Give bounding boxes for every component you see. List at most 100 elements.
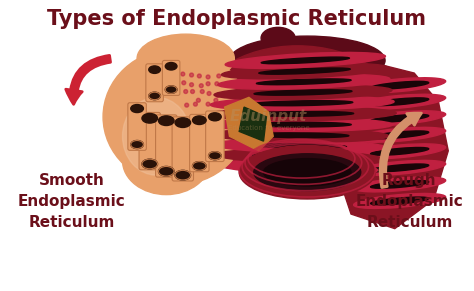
Ellipse shape bbox=[211, 128, 389, 142]
Ellipse shape bbox=[131, 104, 144, 113]
Ellipse shape bbox=[209, 113, 221, 121]
Ellipse shape bbox=[215, 150, 382, 164]
Ellipse shape bbox=[195, 46, 400, 182]
Ellipse shape bbox=[254, 154, 361, 191]
Polygon shape bbox=[239, 107, 266, 141]
Text: Rough
Endoplasmic
Reticulum: Rough Endoplasmic Reticulum bbox=[356, 173, 463, 230]
Ellipse shape bbox=[142, 113, 157, 123]
Ellipse shape bbox=[354, 111, 446, 126]
Ellipse shape bbox=[196, 98, 201, 102]
Ellipse shape bbox=[261, 57, 349, 64]
Ellipse shape bbox=[175, 170, 191, 180]
Ellipse shape bbox=[371, 114, 428, 122]
Ellipse shape bbox=[371, 197, 428, 205]
Ellipse shape bbox=[193, 102, 197, 106]
FancyBboxPatch shape bbox=[146, 64, 164, 102]
FancyBboxPatch shape bbox=[172, 117, 193, 181]
Ellipse shape bbox=[371, 180, 428, 188]
Ellipse shape bbox=[192, 162, 206, 170]
Ellipse shape bbox=[210, 96, 394, 110]
Ellipse shape bbox=[354, 194, 446, 208]
Ellipse shape bbox=[191, 90, 194, 93]
Ellipse shape bbox=[250, 122, 351, 127]
Ellipse shape bbox=[218, 160, 378, 175]
Ellipse shape bbox=[214, 98, 218, 102]
Ellipse shape bbox=[354, 127, 446, 142]
Ellipse shape bbox=[103, 49, 249, 185]
Ellipse shape bbox=[158, 166, 174, 176]
Ellipse shape bbox=[122, 127, 210, 195]
Ellipse shape bbox=[239, 146, 375, 199]
Ellipse shape bbox=[209, 152, 221, 160]
Ellipse shape bbox=[252, 143, 346, 148]
Polygon shape bbox=[327, 63, 448, 229]
Ellipse shape bbox=[216, 93, 220, 97]
Ellipse shape bbox=[354, 78, 446, 93]
Ellipse shape bbox=[354, 160, 446, 175]
Ellipse shape bbox=[197, 74, 201, 78]
Ellipse shape bbox=[165, 63, 177, 70]
Ellipse shape bbox=[206, 82, 210, 86]
Ellipse shape bbox=[184, 90, 188, 93]
FancyArrowPatch shape bbox=[380, 113, 421, 187]
Ellipse shape bbox=[253, 154, 344, 159]
Ellipse shape bbox=[215, 82, 219, 86]
Ellipse shape bbox=[371, 131, 428, 139]
Ellipse shape bbox=[249, 111, 354, 116]
Ellipse shape bbox=[137, 34, 234, 83]
Ellipse shape bbox=[201, 90, 204, 93]
Ellipse shape bbox=[259, 68, 350, 74]
Text: Eduinput: Eduinput bbox=[230, 109, 307, 124]
Ellipse shape bbox=[252, 101, 353, 106]
Ellipse shape bbox=[371, 98, 428, 106]
Ellipse shape bbox=[149, 66, 160, 73]
Ellipse shape bbox=[256, 79, 351, 85]
FancyBboxPatch shape bbox=[139, 112, 160, 170]
Ellipse shape bbox=[200, 84, 203, 88]
FancyBboxPatch shape bbox=[128, 103, 146, 150]
FancyBboxPatch shape bbox=[190, 114, 209, 172]
Ellipse shape bbox=[190, 83, 193, 87]
Ellipse shape bbox=[254, 164, 342, 170]
Ellipse shape bbox=[181, 72, 185, 76]
Ellipse shape bbox=[261, 27, 295, 49]
Ellipse shape bbox=[371, 81, 428, 89]
Ellipse shape bbox=[218, 74, 390, 89]
Ellipse shape bbox=[175, 118, 191, 127]
Ellipse shape bbox=[142, 159, 157, 169]
Polygon shape bbox=[225, 97, 273, 151]
Ellipse shape bbox=[122, 97, 191, 175]
Ellipse shape bbox=[207, 92, 211, 95]
Ellipse shape bbox=[149, 92, 160, 100]
FancyBboxPatch shape bbox=[163, 61, 180, 95]
Ellipse shape bbox=[190, 73, 193, 77]
Ellipse shape bbox=[229, 36, 385, 85]
Ellipse shape bbox=[354, 94, 446, 109]
Ellipse shape bbox=[264, 159, 351, 186]
Ellipse shape bbox=[206, 75, 210, 79]
FancyArrowPatch shape bbox=[66, 55, 110, 104]
Ellipse shape bbox=[254, 90, 352, 95]
Ellipse shape bbox=[251, 133, 349, 138]
Ellipse shape bbox=[182, 81, 186, 85]
Ellipse shape bbox=[131, 141, 144, 148]
Ellipse shape bbox=[354, 177, 446, 192]
Ellipse shape bbox=[192, 116, 206, 125]
Ellipse shape bbox=[158, 116, 174, 125]
Ellipse shape bbox=[225, 52, 385, 68]
FancyBboxPatch shape bbox=[206, 111, 224, 162]
Ellipse shape bbox=[371, 148, 428, 155]
Ellipse shape bbox=[217, 74, 221, 78]
Ellipse shape bbox=[209, 118, 392, 132]
Ellipse shape bbox=[165, 86, 177, 93]
Ellipse shape bbox=[213, 139, 385, 153]
Text: Types of Endoplasmic Reticulum: Types of Endoplasmic Reticulum bbox=[47, 9, 426, 29]
Ellipse shape bbox=[185, 103, 189, 107]
Text: Smooth
Endoplasmic
Reticulum: Smooth Endoplasmic Reticulum bbox=[18, 173, 126, 230]
Ellipse shape bbox=[207, 107, 396, 121]
Ellipse shape bbox=[371, 164, 428, 172]
Ellipse shape bbox=[214, 85, 392, 100]
Ellipse shape bbox=[206, 102, 210, 106]
Ellipse shape bbox=[221, 63, 388, 79]
Text: Education for everyone: Education for everyone bbox=[228, 125, 309, 132]
